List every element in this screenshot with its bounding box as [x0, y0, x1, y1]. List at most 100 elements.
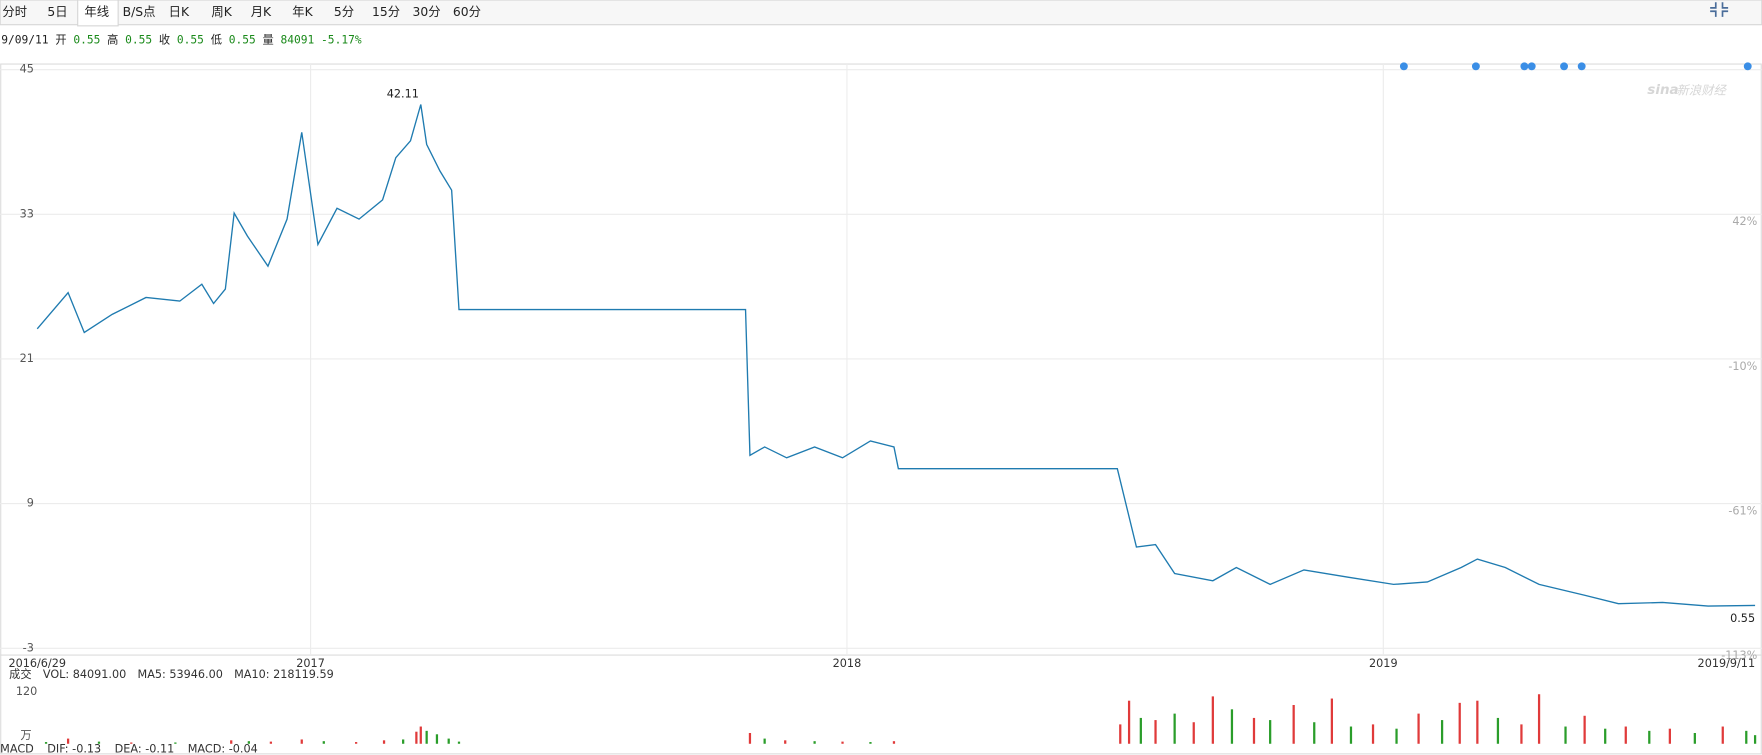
volume-bar	[447, 738, 450, 744]
quote-part: 低	[211, 33, 222, 46]
quote-part: 0.55	[73, 33, 100, 46]
volume-bar	[247, 741, 250, 744]
volume-bar	[355, 742, 358, 744]
x-tick-label: 2017	[296, 657, 325, 670]
tab[interactable]: 周K	[211, 5, 232, 19]
volume-bar	[435, 734, 439, 744]
event-marker[interactable]	[1471, 62, 1480, 71]
quote-part: 9/09/11	[1, 33, 48, 46]
macd-legend: MACD: -0.04	[188, 742, 258, 755]
volume-bar	[1721, 726, 1724, 744]
volume-bar	[892, 741, 896, 744]
volume-bar	[1440, 720, 1444, 744]
x-tick-label: 2019	[1369, 657, 1398, 670]
volume-unit: 万	[20, 729, 31, 742]
y-tick-label: -3	[23, 641, 34, 654]
pct-tick-label: -61%	[1728, 504, 1757, 517]
volume-bar	[415, 731, 418, 744]
tab[interactable]: 5分	[334, 5, 354, 19]
volume-bar	[97, 741, 101, 744]
volume-bar	[1330, 698, 1333, 744]
volume-bar	[869, 742, 872, 744]
volume-bar	[1604, 728, 1607, 744]
pct-tick-label: 42%	[1732, 215, 1757, 228]
tab[interactable]: 30分	[412, 5, 440, 19]
tab[interactable]: 5日	[47, 5, 67, 19]
x-tick-label: 2019/9/11	[1698, 657, 1756, 670]
volume-bar	[1668, 728, 1671, 744]
quote-part: 量	[263, 33, 274, 46]
volume-bar	[419, 726, 422, 744]
tab[interactable]: 月K	[251, 5, 272, 19]
volume-bar	[44, 742, 48, 744]
volume-legend: MA5: 53946.00	[138, 668, 223, 681]
volume-bar	[1693, 732, 1696, 744]
last-label: 0.55	[1730, 612, 1755, 625]
volume-bar	[1313, 722, 1316, 744]
price-line	[36, 104, 1756, 607]
volume-bar	[425, 730, 428, 744]
event-marker[interactable]	[1560, 62, 1568, 71]
volume-bar	[1349, 726, 1353, 744]
event-marker[interactable]	[1520, 62, 1529, 71]
volume-bar	[1173, 713, 1176, 744]
tab[interactable]: B/S点	[123, 5, 156, 19]
volume-bar	[66, 738, 70, 744]
tab[interactable]: 年线	[84, 5, 109, 19]
volume-bar	[1154, 720, 1157, 744]
tab[interactable]: 15分	[372, 5, 400, 19]
event-marker[interactable]	[1527, 62, 1536, 71]
volume-bar	[1583, 715, 1586, 744]
volume-bar	[230, 740, 233, 744]
volume-bar	[1537, 694, 1541, 744]
volume-bar	[1753, 735, 1757, 744]
tab[interactable]: 分时	[2, 5, 27, 19]
watermark-text: 新浪财经	[1676, 84, 1727, 98]
volume-legend: 成交	[9, 667, 31, 681]
active-tab-bg	[77, 0, 119, 27]
volume-bar	[457, 741, 461, 744]
volume-bar	[1458, 702, 1461, 744]
tab[interactable]: 60分	[453, 5, 481, 19]
volume-bar	[402, 739, 405, 744]
y-tick-label: 21	[20, 352, 34, 365]
event-marker[interactable]	[1743, 62, 1752, 71]
quote-part: 0.55	[177, 33, 204, 46]
volume-bar	[1139, 717, 1142, 744]
volume-bar	[1230, 709, 1234, 744]
pct-tick-label: -10%	[1728, 360, 1757, 373]
volume-bar	[813, 741, 816, 744]
y-tick-label: 33	[20, 207, 34, 220]
volume-bar	[1417, 713, 1420, 744]
quote-part: 高	[107, 32, 118, 46]
volume-bar	[763, 738, 766, 744]
volume-bar	[1520, 724, 1523, 744]
quote-part: 收	[159, 32, 170, 46]
volume-bar	[269, 741, 273, 744]
volume-bar	[748, 732, 752, 744]
volume-bar	[1371, 724, 1375, 744]
quote-part: 开	[55, 33, 66, 46]
volume-bar	[784, 740, 787, 744]
max-label: 42.11	[387, 87, 419, 100]
y-tick-label: 45	[20, 63, 34, 76]
volume-bar	[1252, 717, 1256, 744]
y-tick-label: 9	[27, 497, 34, 510]
volume-bar	[1395, 728, 1398, 744]
fullscreen-icon[interactable]	[1710, 2, 1729, 17]
volume-bar	[1745, 730, 1748, 744]
watermark-logo: sina	[1647, 82, 1678, 98]
quote-line: 9/09/11 开 0.55 高 0.55 收 0.55 低 0.55 量 84…	[1, 32, 362, 46]
tab[interactable]: 日K	[169, 5, 190, 19]
event-marker[interactable]	[1399, 62, 1408, 71]
volume-bar	[1211, 696, 1214, 744]
pct-tick-label: -113%	[1721, 649, 1757, 662]
volume-bar	[1292, 705, 1295, 744]
quote-part: 84091	[281, 33, 315, 46]
event-marker[interactable]	[1577, 62, 1586, 71]
fullscreen-glyph[interactable]	[1710, 2, 1729, 17]
volume-bar	[1648, 730, 1651, 744]
tab[interactable]: 年K	[292, 5, 313, 19]
